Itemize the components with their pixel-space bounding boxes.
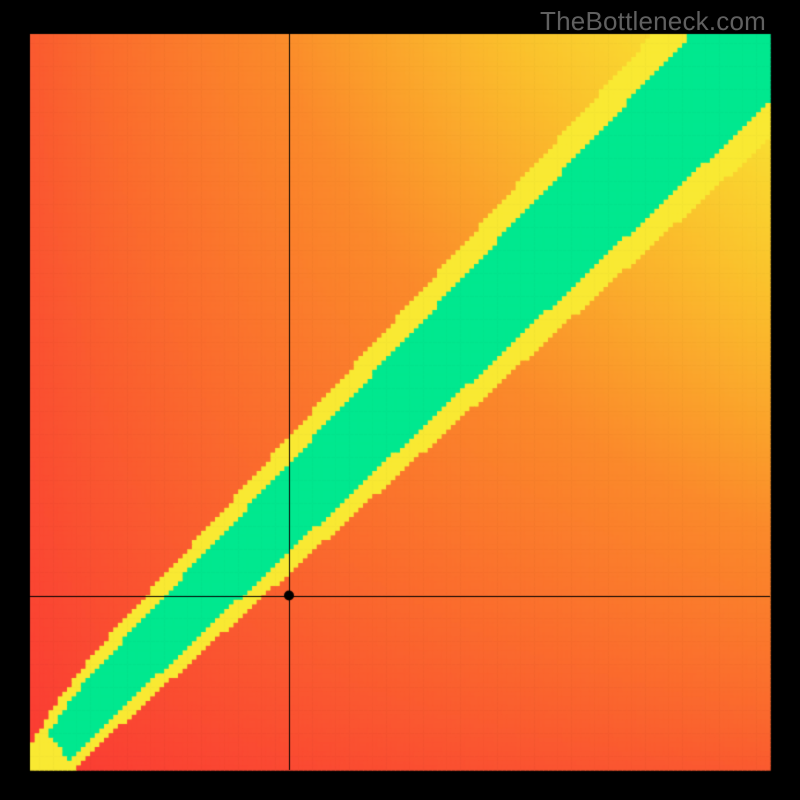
chart-container: TheBottleneck.com	[0, 0, 800, 800]
watermark-text: TheBottleneck.com	[540, 6, 766, 37]
bottleneck-heatmap	[0, 0, 800, 800]
